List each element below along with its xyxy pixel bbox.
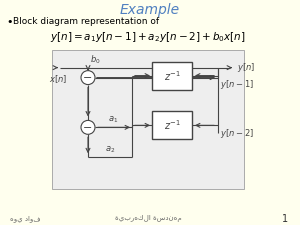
Text: −: −: [83, 123, 93, 133]
Text: $y[n]$: $y[n]$: [237, 61, 255, 74]
Circle shape: [81, 71, 95, 85]
Text: $z^{-1}$: $z^{-1}$: [164, 69, 181, 83]
Bar: [152, 62, 192, 90]
Text: •: •: [6, 17, 13, 27]
Text: Example: Example: [120, 3, 180, 17]
Text: $y[n-1]$: $y[n-1]$: [220, 78, 254, 91]
Text: −: −: [83, 73, 93, 83]
Circle shape: [81, 120, 95, 134]
Text: هوي داوف: هوي داوف: [10, 216, 40, 222]
Text: $z^{-1}$: $z^{-1}$: [164, 118, 181, 132]
Text: $y[n-2]$: $y[n-2]$: [220, 127, 254, 140]
Text: $x[n]$: $x[n]$: [49, 74, 67, 85]
Text: $b_0$: $b_0$: [90, 53, 101, 66]
Bar: [152, 111, 192, 139]
Text: $a_2$: $a_2$: [105, 145, 115, 155]
Text: ةيبرهكلا ةسدنهم: ةيبرهكلا ةسدنهم: [115, 215, 182, 222]
Text: $y[n] = a_1y[n-1] + a_2y[n-2] + b_0x[n]$: $y[n] = a_1y[n-1] + a_2y[n-2] + b_0x[n]$: [50, 30, 246, 44]
Text: $a_1$: $a_1$: [108, 115, 118, 125]
FancyBboxPatch shape: [52, 50, 244, 189]
Text: Block diagram representation of: Block diagram representation of: [13, 17, 159, 26]
Text: 1: 1: [282, 214, 288, 224]
